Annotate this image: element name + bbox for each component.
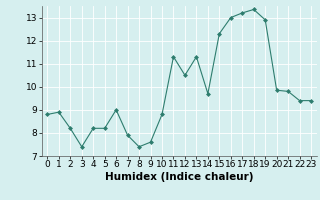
X-axis label: Humidex (Indice chaleur): Humidex (Indice chaleur) — [105, 172, 253, 182]
